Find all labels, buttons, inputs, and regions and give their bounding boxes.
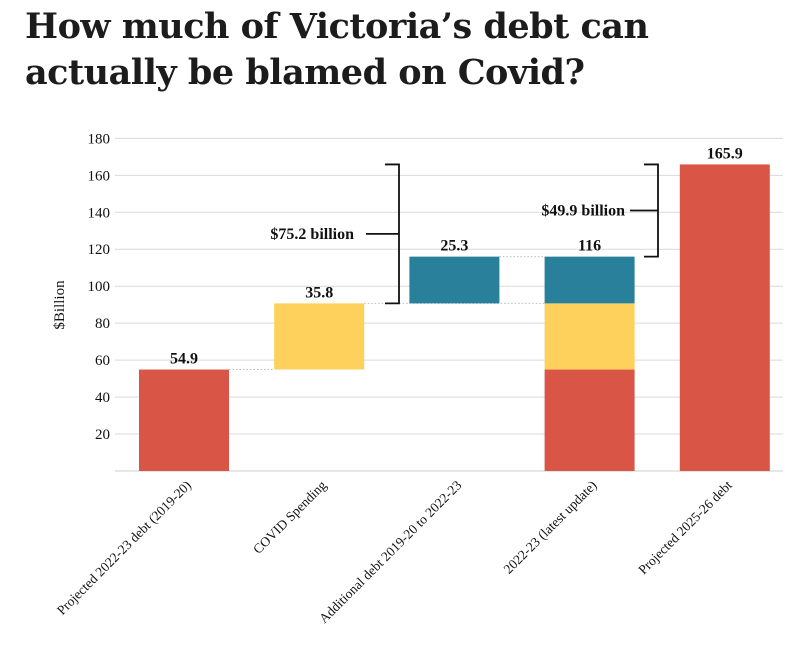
category-label: COVID Spending bbox=[250, 477, 329, 556]
category-label: Projected 2025-26 debt bbox=[635, 477, 735, 577]
annotation-bracket bbox=[630, 163, 659, 258]
bar-segment bbox=[679, 164, 770, 471]
category-label: Additional debt 2019-20 to 2022-23 bbox=[316, 477, 465, 626]
bar-segment bbox=[139, 369, 229, 471]
bar-segment bbox=[409, 256, 500, 304]
annotation-label: $75.2 billion bbox=[270, 226, 354, 243]
annotation-label: $49.9 billion bbox=[541, 203, 625, 220]
y-tick-label: 80 bbox=[95, 316, 110, 332]
category-label: 2022-23 (latest update) bbox=[501, 478, 600, 577]
bar-segment bbox=[544, 369, 635, 471]
chart-title: How much of Victoria’s debt can actually… bbox=[25, 6, 649, 93]
annotation-brackets: $75.2 billion $49.9 billion bbox=[270, 163, 659, 305]
y-axis-label: $Billion bbox=[52, 280, 68, 330]
category-label: Projected 2022-23 debt (2019-20) bbox=[54, 478, 194, 618]
annotation-bracket bbox=[366, 163, 400, 305]
y-tick-label: 180 bbox=[88, 131, 111, 147]
bar-segment bbox=[274, 303, 365, 370]
bar-value-label: 165.9 bbox=[707, 145, 743, 162]
bars bbox=[139, 164, 770, 471]
y-tick-label: 20 bbox=[95, 427, 110, 443]
y-tick-label: 100 bbox=[88, 279, 111, 295]
y-tick-label: 140 bbox=[88, 205, 111, 221]
category-labels: Projected 2022-23 debt (2019-20) COVID Sp… bbox=[54, 477, 735, 626]
bar-segment bbox=[544, 256, 635, 304]
bar-segment bbox=[544, 303, 635, 370]
gridlines bbox=[115, 137, 783, 472]
bar-value-label: 25.3 bbox=[440, 238, 468, 255]
y-tick-label: 120 bbox=[88, 242, 111, 258]
y-tick-labels: 20 40 60 80 100 120 140 160 180 bbox=[88, 131, 111, 443]
y-tick-label: 160 bbox=[88, 168, 111, 184]
bar-value-label: 35.8 bbox=[305, 284, 333, 301]
y-tick-label: 40 bbox=[95, 390, 110, 406]
bar-value-label: 54.9 bbox=[170, 351, 198, 368]
connector-lines bbox=[229, 256, 545, 371]
bar-value-label: 116 bbox=[578, 238, 601, 255]
value-labels: 54.9 35.8 25.3 116 165.9 bbox=[170, 145, 743, 367]
y-tick-label: 60 bbox=[95, 353, 110, 369]
